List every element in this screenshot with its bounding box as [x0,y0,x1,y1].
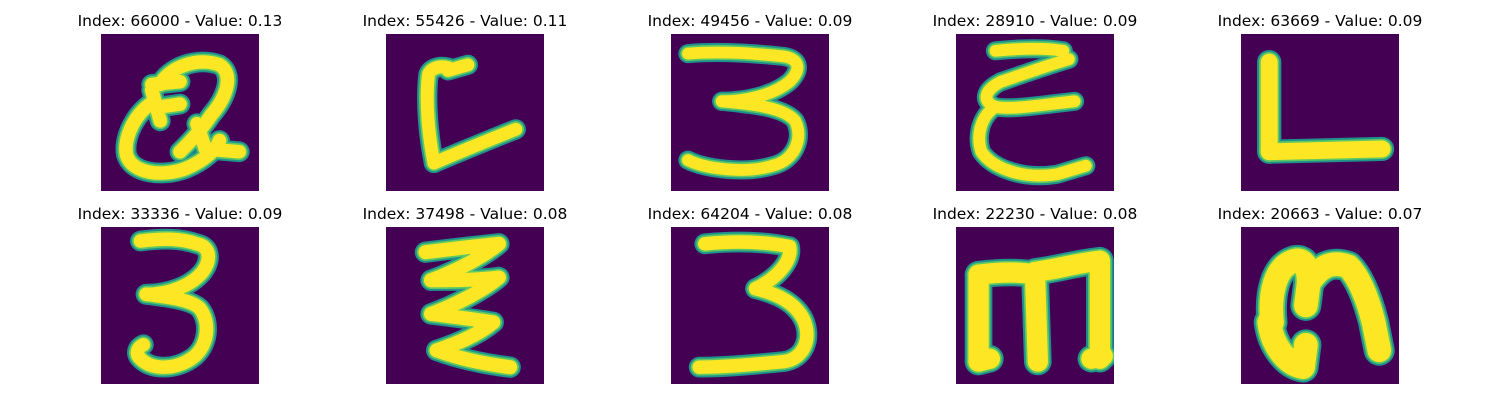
glyph-svg [1241,227,1399,384]
glyph-stroke [692,281,814,374]
panel-title: Index: 37498 - Value: 0.08 [362,205,568,223]
glyph-stroke [424,270,506,321]
glyph-stroke [989,42,1070,57]
glyph-stroke [424,306,501,358]
glyph-stroke [1024,250,1111,369]
glyph-svg [386,34,544,191]
glyph-stroke [420,60,455,170]
glyph-stroke [682,95,805,176]
glyph-svg [956,227,1114,384]
panel-title: Index: 49456 - Value: 0.09 [647,12,853,30]
glyph-stroke [973,101,1092,182]
glyph-stroke [130,287,214,374]
glyph-svg [671,227,829,384]
glyph-svg [101,34,259,191]
glyph-svg [956,34,1114,191]
glyph-stroke [1296,252,1392,363]
glyph-image [671,227,829,384]
glyph-stroke [418,236,506,288]
glyph-image [671,34,829,191]
panel-title: Index: 33336 - Value: 0.09 [77,205,283,223]
glyph-stroke [133,232,215,302]
glyph-stroke [427,122,523,170]
glyph-image [1241,227,1399,384]
glyph-stroke [1260,140,1391,161]
glyph-stroke [441,58,475,77]
glyph-svg [386,227,544,384]
glyph-image [956,227,1114,384]
glyph-image [101,227,259,384]
panel-title: Index: 64204 - Value: 0.08 [647,205,853,223]
glyph-stroke [682,46,804,108]
glyph-image [386,227,544,384]
panel-title: Index: 63669 - Value: 0.09 [1217,12,1423,30]
glyph-image [1241,34,1399,191]
panel-title: Index: 66000 - Value: 0.13 [77,12,283,30]
glyph-stroke [145,74,187,128]
glyph-stroke [968,345,1113,372]
glyph-image [956,34,1114,191]
glyph-image [386,34,544,191]
glyph-svg [101,227,259,384]
glyph-svg [1241,34,1399,191]
panel-title: Index: 22230 - Value: 0.08 [932,205,1138,223]
panel-title: Index: 55426 - Value: 0.11 [362,12,568,30]
glyph-stroke [698,235,797,296]
glyph-stroke [429,343,518,375]
panel-title: Index: 28910 - Value: 0.09 [932,12,1138,30]
glyph-stroke [190,116,247,159]
panel-title: Index: 20663 - Value: 0.07 [1217,205,1423,223]
glyph-svg [671,34,829,191]
glyph-image [101,34,259,191]
glyph-stroke [1257,310,1318,379]
